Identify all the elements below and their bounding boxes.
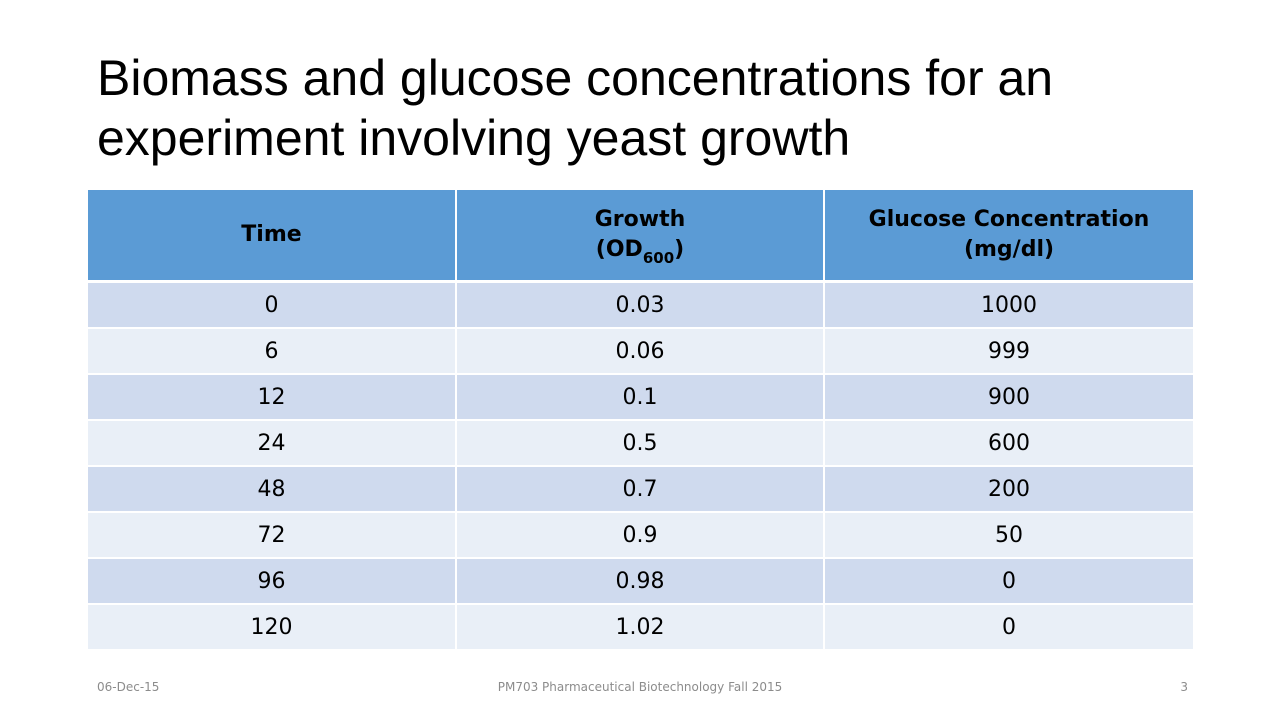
table-row: 96 0.98 0 — [88, 558, 1193, 605]
cell-glucose: 0 — [824, 604, 1193, 651]
table-row: 72 0.9 50 — [88, 512, 1193, 559]
cell-time: 48 — [88, 466, 457, 513]
cell-growth: 0.1 — [456, 374, 825, 421]
cell-time: 0 — [88, 281, 457, 329]
header-time: Time — [88, 190, 457, 283]
cell-growth: 1.02 — [456, 604, 825, 651]
cell-glucose: 1000 — [824, 281, 1193, 329]
cell-growth: 0.98 — [456, 558, 825, 605]
cell-glucose: 50 — [824, 512, 1193, 559]
cell-glucose: 0 — [824, 558, 1193, 605]
cell-growth: 0.03 — [456, 281, 825, 329]
table-row: 12 0.1 900 — [88, 374, 1193, 421]
cell-growth: 0.5 — [456, 420, 825, 467]
table-row: 24 0.5 600 — [88, 420, 1193, 467]
cell-glucose: 999 — [824, 328, 1193, 375]
header-time-label: Time — [241, 222, 302, 247]
cell-glucose: 200 — [824, 466, 1193, 513]
header-growth-unit-close: ) — [674, 237, 685, 262]
header-growth: Growth (OD600) — [456, 190, 825, 283]
cell-time: 12 — [88, 374, 457, 421]
header-glucose: Glucose Concentration (mg/dl) — [824, 190, 1193, 283]
table-row: 48 0.7 200 — [88, 466, 1193, 513]
cell-time: 24 — [88, 420, 457, 467]
footer-course: PM703 Pharmaceutical Biotechnology Fall … — [497, 680, 783, 694]
slide-title: Biomass and glucose concentrations for a… — [97, 50, 1054, 166]
footer-page-number: 3 — [1180, 680, 1188, 694]
cell-glucose: 900 — [824, 374, 1193, 421]
table-header-row: Time Growth (OD600) Glucose Concentratio… — [88, 190, 1193, 283]
table-row: 6 0.06 999 — [88, 328, 1193, 375]
data-table: Time Growth (OD600) Glucose Concentratio… — [88, 190, 1193, 651]
header-growth-label: Growth — [594, 207, 686, 232]
footer-date: 06-Dec-15 — [97, 680, 160, 694]
cell-time: 96 — [88, 558, 457, 605]
header-glucose-unit: (mg/dl) — [963, 237, 1055, 262]
header-growth-unit-open: (OD — [595, 237, 643, 262]
cell-time: 72 — [88, 512, 457, 559]
cell-growth: 0.06 — [456, 328, 825, 375]
cell-growth: 0.9 — [456, 512, 825, 559]
cell-time: 120 — [88, 604, 457, 651]
cell-time: 6 — [88, 328, 457, 375]
header-growth-unit-subscript: 600 — [642, 249, 675, 267]
table-row: 120 1.02 0 — [88, 604, 1193, 651]
table-row: 0 0.03 1000 — [88, 281, 1193, 329]
cell-glucose: 600 — [824, 420, 1193, 467]
header-glucose-label: Glucose Concentration — [868, 207, 1150, 232]
cell-growth: 0.7 — [456, 466, 825, 513]
